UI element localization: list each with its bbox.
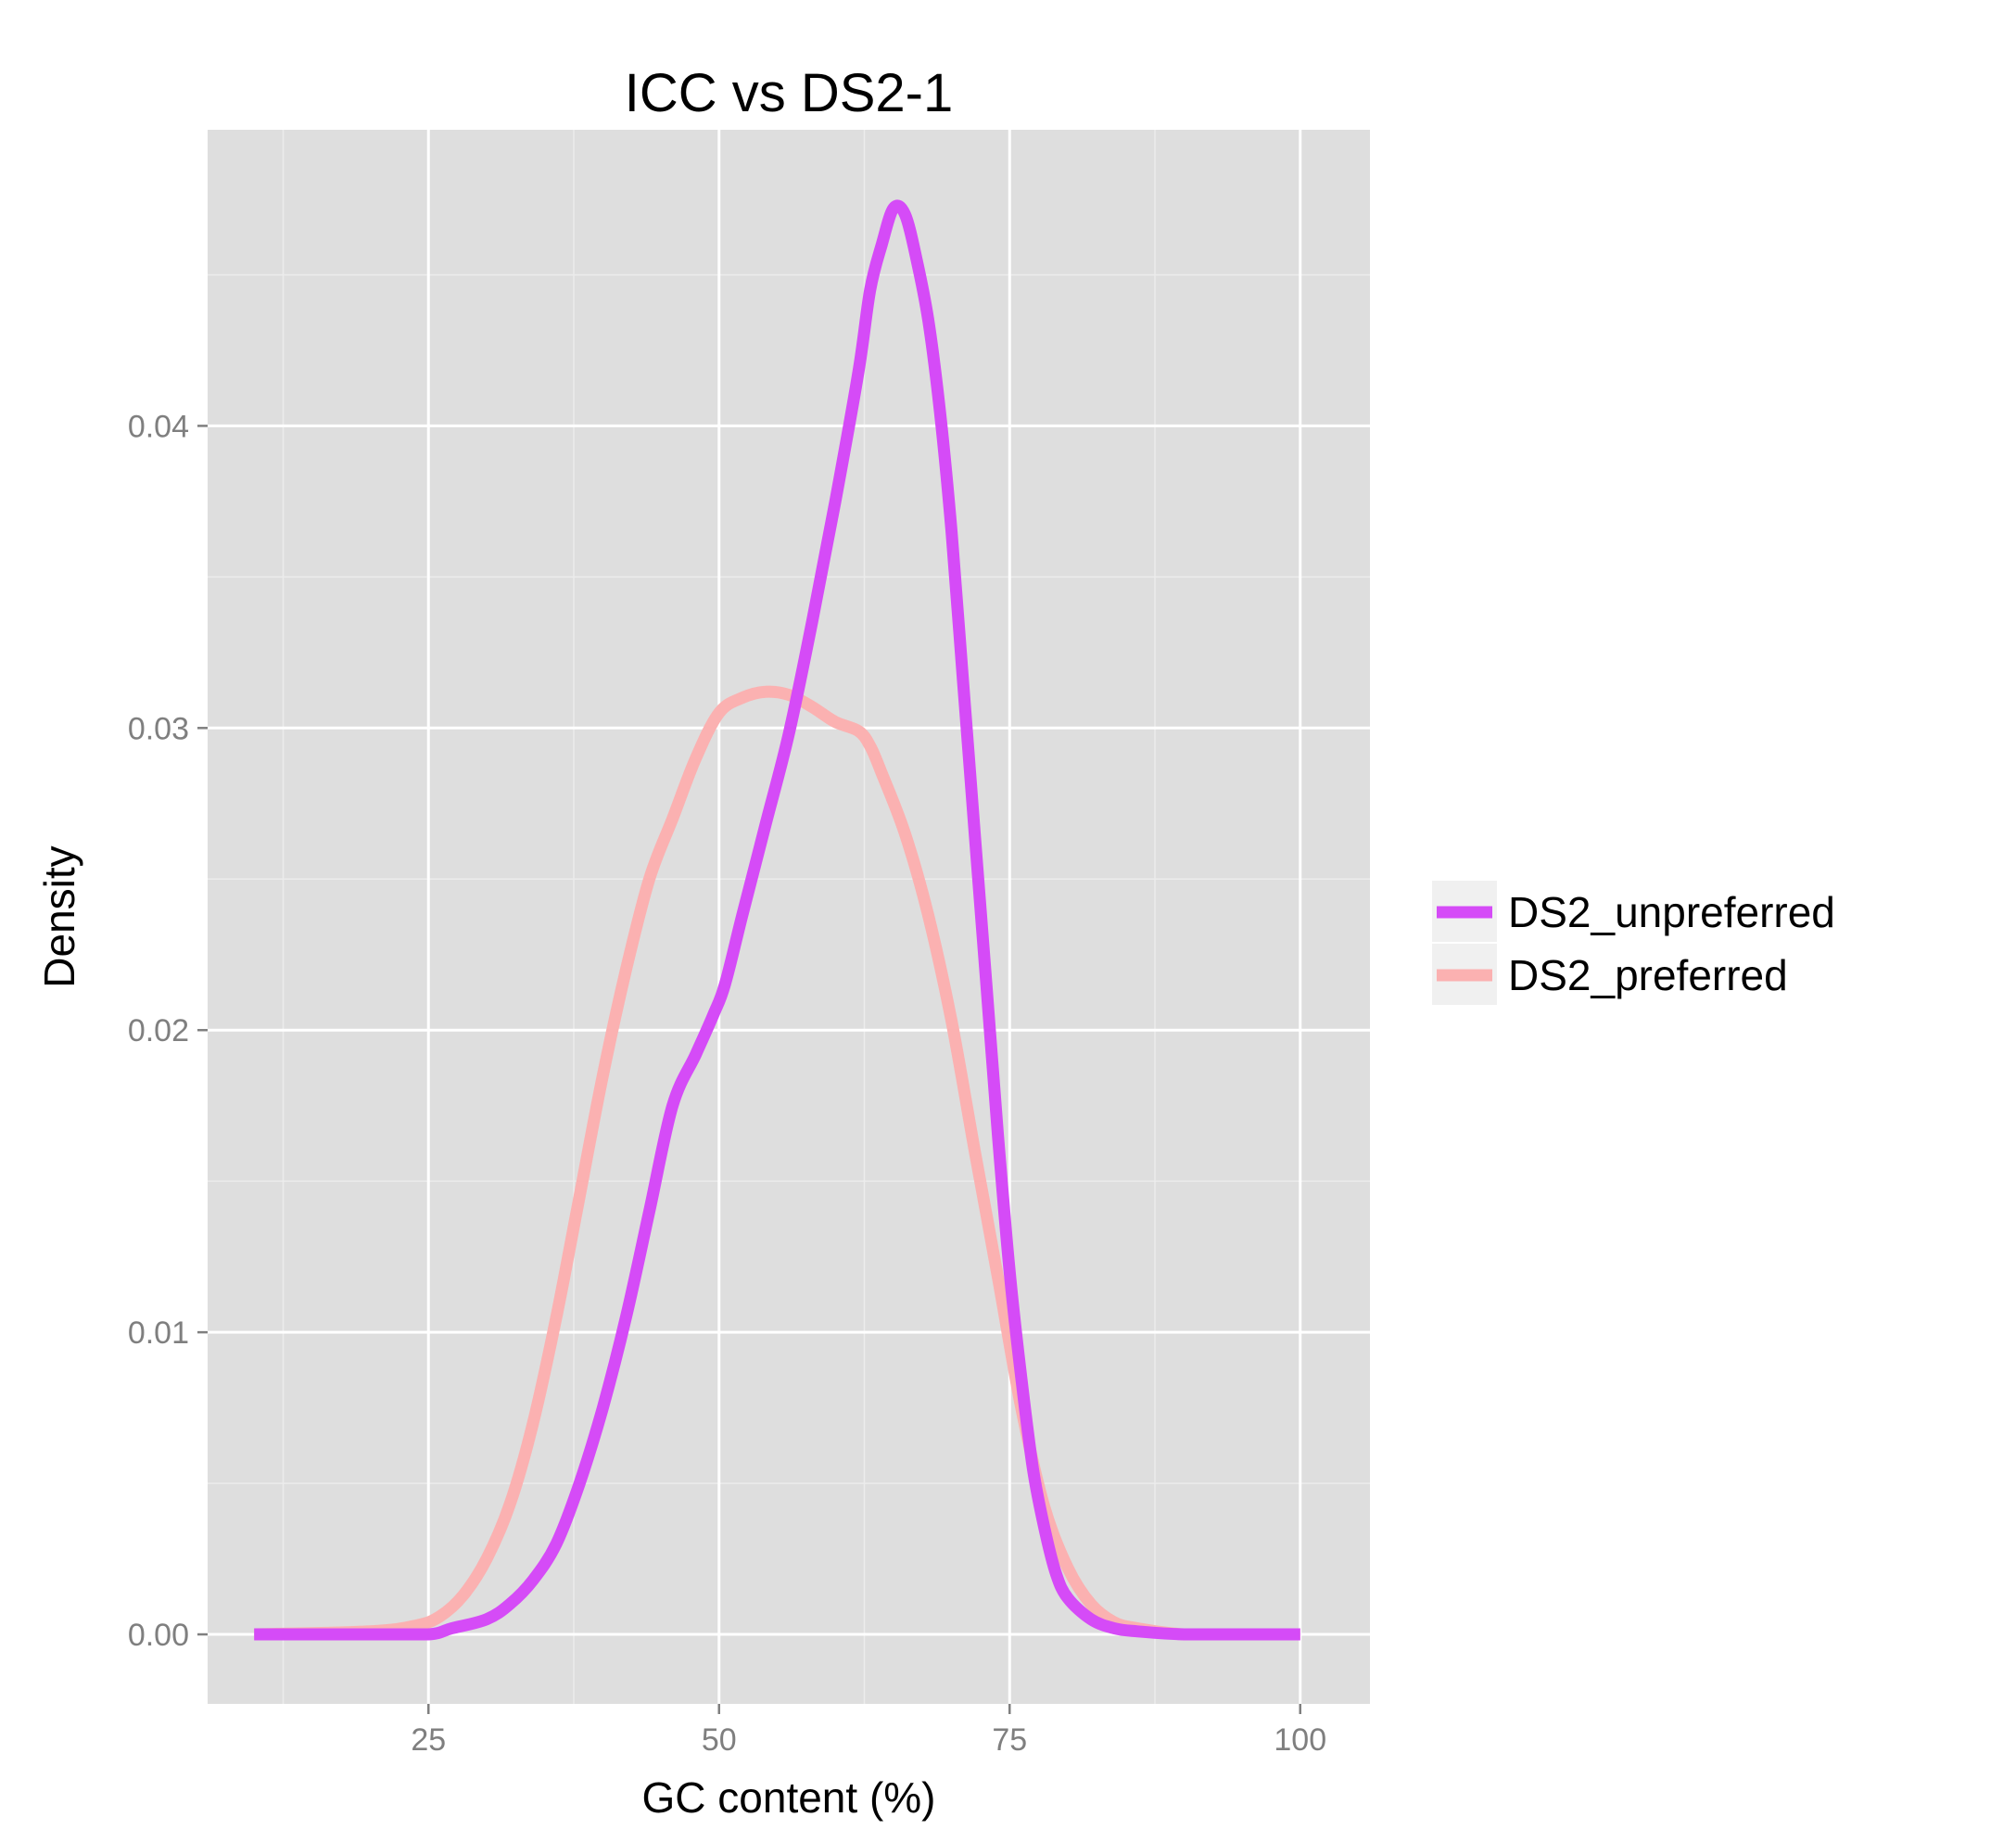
y-axis: 0.00 0.01 0.02 0.03 0.04: [128, 409, 208, 1653]
y-tick-label: 0.03: [128, 711, 189, 746]
y-tick-label: 0.01: [128, 1315, 189, 1351]
x-tick-label: 25: [411, 1722, 446, 1758]
x-axis: 25 50 75 100: [411, 1704, 1326, 1758]
plot-panel: [208, 130, 1370, 1704]
x-tick-label: 50: [702, 1722, 737, 1758]
y-tick-label: 0.02: [128, 1013, 189, 1048]
y-axis-label: Density: [35, 845, 83, 987]
legend: DS2_unpreferred DS2_preferred: [1432, 881, 1835, 1005]
chart-title: ICC vs DS2-1: [625, 63, 954, 123]
minor-grid: [208, 130, 1370, 1704]
series-lines: [254, 199, 1300, 1641]
series-line-DS2_unpreferred: [254, 199, 1300, 1641]
x-tick-label: 100: [1274, 1722, 1326, 1758]
legend-label: DS2_preferred: [1508, 951, 1788, 999]
x-tick-label: 75: [992, 1722, 1027, 1758]
y-tick-label: 0.00: [128, 1618, 189, 1653]
y-tick-label: 0.04: [128, 409, 189, 444]
legend-label: DS2_unpreferred: [1508, 888, 1835, 936]
x-axis-label: GC content (%): [642, 1773, 936, 1822]
